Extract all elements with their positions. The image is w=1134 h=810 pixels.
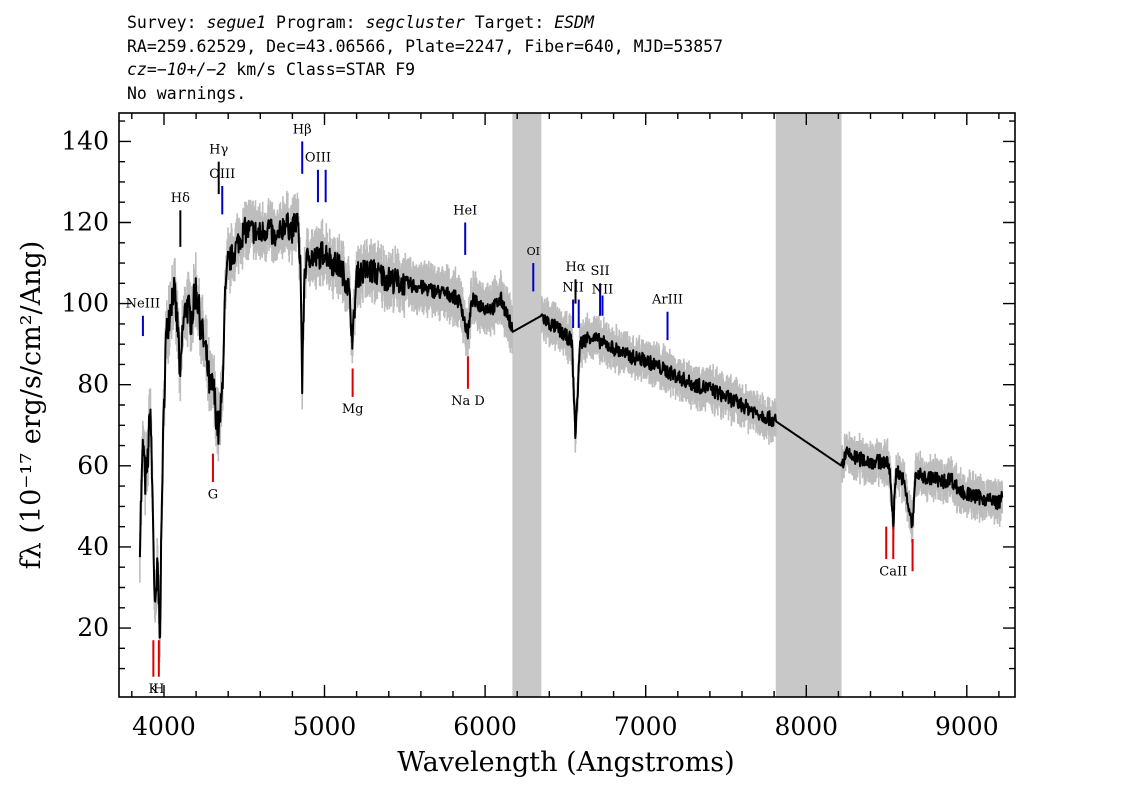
masked-region <box>512 113 542 697</box>
target-label: Target: <box>464 13 555 32</box>
plot-frame <box>118 112 1016 698</box>
x-axis-label: Wavelength (Angstroms) <box>397 747 734 778</box>
x-tick-label: 8000 <box>774 712 838 741</box>
spectrum-info-header: Survey: segue1 Program: segcluster Targe… <box>127 11 723 105</box>
y-tick-label: 60 <box>77 451 109 480</box>
survey-value: segue1 <box>206 13 267 32</box>
line-label: Hα <box>565 260 585 275</box>
masked-regions <box>512 113 842 697</box>
line-label: K <box>149 682 159 697</box>
line-label: Hβ <box>293 122 312 137</box>
y-tick-label: 40 <box>77 532 109 561</box>
class-text: km/s Class=STAR F9 <box>226 60 416 79</box>
line-label: H <box>153 682 164 697</box>
line-label: OIII <box>305 151 331 166</box>
x-tick-label: 7000 <box>614 712 678 741</box>
x-tick-label: 5000 <box>293 712 357 741</box>
x-tick-label: 6000 <box>453 712 517 741</box>
program-label: Program: <box>266 13 366 32</box>
y-tick-label: 100 <box>61 289 109 318</box>
line-label: NII <box>592 282 614 297</box>
line-label: HeI <box>453 203 477 218</box>
header-line-survey: Survey: segue1 Program: segcluster Targe… <box>127 11 723 35</box>
axis-ticks: 4000 5000 6000 7000 8000 9000 20 40 60 80 100 120 14… <box>61 113 1015 741</box>
flux-series <box>138 212 1004 639</box>
x-tick-label: 9000 <box>935 712 999 741</box>
masked-region <box>775 113 842 697</box>
flux-line <box>138 212 1004 639</box>
y-tick-label: 20 <box>77 613 109 642</box>
line-label: SII <box>590 264 609 279</box>
line-label: G <box>208 487 218 502</box>
line-label: Na D <box>451 394 485 409</box>
y-tick-label: 80 <box>77 370 109 399</box>
header-line-redshift: cz=−10+/−2 km/s Class=STAR F9 <box>127 58 723 82</box>
cz-value: −10+/−2 <box>156 60 227 79</box>
program-value: segcluster <box>365 13 465 32</box>
survey-label: Survey: <box>127 13 207 32</box>
header-line-warnings: No warnings. <box>127 83 247 103</box>
line-label: CaII <box>879 564 907 579</box>
line-label: NII <box>562 280 584 295</box>
spectral-line-markers: NeIII KH Hδ G Hγ OIII Hβ OIII Mg HeI Na D OI NII Hα SI… <box>126 122 914 697</box>
line-label: Hγ <box>209 143 228 158</box>
line-label: ArIII <box>651 293 683 308</box>
cz-label: cz= <box>127 60 157 79</box>
line-label: Mg <box>342 402 364 417</box>
line-label: Hδ <box>171 191 190 206</box>
y-tick-label: 140 <box>61 126 109 155</box>
tick-marks <box>119 113 1015 697</box>
target-value: ESDM <box>554 13 594 32</box>
line-label: OIII <box>209 167 235 182</box>
line-label: NeIII <box>126 297 160 312</box>
y-tick-label: 120 <box>61 208 109 237</box>
x-tick-label: 4000 <box>132 712 196 741</box>
header-line-coordinates: RA=259.62529, Dec=43.06566, Plate=2247, … <box>127 36 724 56</box>
y-axis-label: fλ (10⁻¹⁷ erg/s/cm²/Ang) <box>16 241 47 570</box>
line-label: OI <box>527 245 540 258</box>
